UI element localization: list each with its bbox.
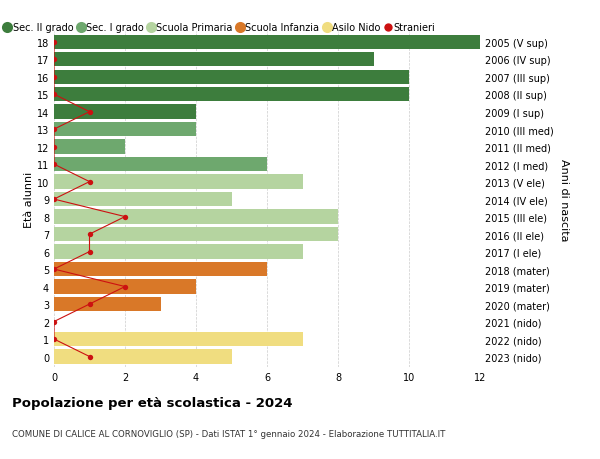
Bar <box>54 332 302 347</box>
Y-axis label: Anni di nascita: Anni di nascita <box>559 158 569 241</box>
Bar <box>54 35 480 50</box>
Bar <box>54 140 125 155</box>
Bar <box>54 280 196 294</box>
Point <box>49 56 59 64</box>
Bar <box>54 175 302 190</box>
Point <box>85 231 94 238</box>
Point <box>49 91 59 99</box>
Bar <box>54 105 196 119</box>
Point <box>49 161 59 168</box>
Bar <box>54 70 409 84</box>
Point <box>49 196 59 203</box>
Point <box>49 39 59 46</box>
Bar <box>54 227 338 242</box>
Point <box>120 213 130 221</box>
Point <box>85 301 94 308</box>
Point <box>49 266 59 273</box>
Bar <box>54 157 267 172</box>
Point <box>85 109 94 116</box>
Text: COMUNE DI CALICE AL CORNOVIGLIO (SP) - Dati ISTAT 1° gennaio 2024 - Elaborazione: COMUNE DI CALICE AL CORNOVIGLIO (SP) - D… <box>12 429 445 438</box>
Bar <box>54 123 196 137</box>
Point <box>49 126 59 134</box>
Bar <box>54 210 338 224</box>
Point <box>49 336 59 343</box>
Y-axis label: Età alunni: Età alunni <box>24 172 34 228</box>
Text: Popolazione per età scolastica - 2024: Popolazione per età scolastica - 2024 <box>12 396 293 409</box>
Bar <box>54 88 409 102</box>
Bar <box>54 297 161 312</box>
Bar <box>54 192 232 207</box>
Point <box>85 248 94 256</box>
Point <box>85 353 94 360</box>
Point <box>120 283 130 291</box>
Bar <box>54 350 232 364</box>
Point <box>85 179 94 186</box>
Bar <box>54 262 267 277</box>
Bar <box>54 53 373 67</box>
Point <box>49 144 59 151</box>
Bar <box>54 245 302 259</box>
Point <box>49 318 59 325</box>
Point <box>49 74 59 81</box>
Legend: Sec. II grado, Sec. I grado, Scuola Primaria, Scuola Infanzia, Asilo Nido, Stran: Sec. II grado, Sec. I grado, Scuola Prim… <box>5 23 435 33</box>
